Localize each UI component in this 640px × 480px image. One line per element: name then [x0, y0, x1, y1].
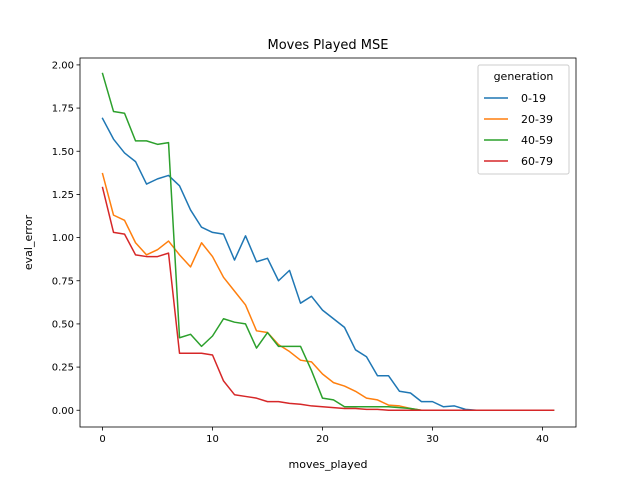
x-tick-label: 10 [206, 434, 219, 445]
legend-entry: 40-59 [521, 134, 553, 147]
series-line-20-39 [101, 172, 555, 411]
x-tick-label: 0 [99, 434, 105, 445]
plot-lines [101, 72, 555, 411]
y-tick-label: 0.75 [52, 276, 74, 287]
legend-box [477, 64, 570, 175]
y-tick-label: 1.75 [52, 104, 74, 115]
chart-title: Moves Played MSE [268, 38, 389, 53]
x-tick-label: 30 [426, 434, 439, 445]
y-tick-label: 0.00 [52, 406, 74, 417]
y-axis-label: eval_error [22, 214, 35, 270]
legend-entry: 60-79 [521, 155, 553, 168]
legend-entry: 20-39 [521, 113, 553, 126]
series-line-60-79 [101, 186, 555, 411]
y-tick-label: 1.00 [52, 233, 74, 244]
x-axis: 0 10 20 30 40 [99, 427, 549, 445]
legend-title: generation [494, 70, 554, 83]
y-axis: 0.00 0.25 0.50 0.75 1.00 1.25 1.50 1.75 2.00 [52, 61, 80, 417]
x-axis-label: moves_played [289, 458, 368, 471]
legend-entry: 0-19 [521, 92, 546, 105]
x-tick-label: 20 [316, 434, 329, 445]
y-tick-label: 1.25 [52, 190, 74, 201]
legend: generation 0-19 20-39 40-59 60-79 [477, 64, 570, 175]
x-tick-label: 40 [536, 434, 549, 445]
y-tick-label: 1.50 [52, 147, 74, 158]
y-tick-label: 0.50 [52, 320, 74, 331]
y-tick-label: 0.25 [52, 363, 74, 374]
y-tick-label: 2.00 [52, 61, 74, 72]
plot-frame [79, 57, 577, 428]
